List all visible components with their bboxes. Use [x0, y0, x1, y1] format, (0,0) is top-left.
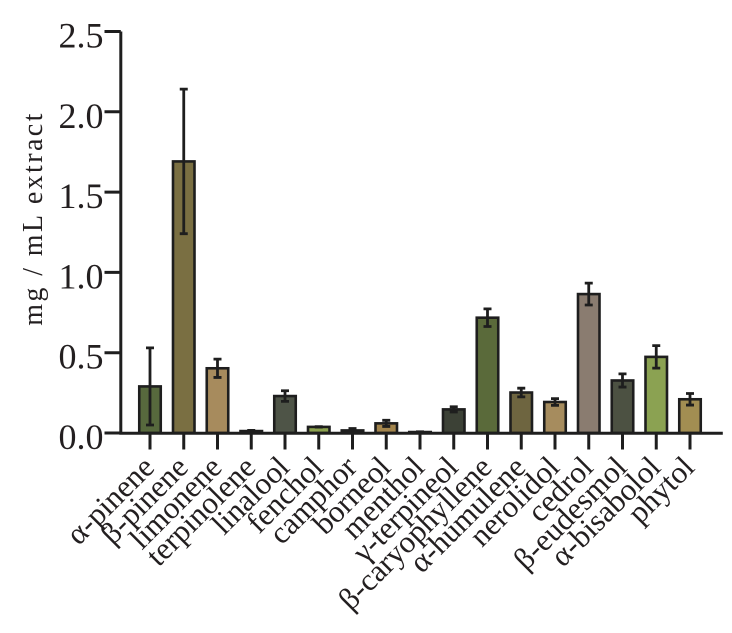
svg-text:0.5: 0.5 [59, 337, 104, 377]
svg-text:2.5: 2.5 [59, 16, 104, 56]
svg-text:1.0: 1.0 [59, 256, 104, 296]
svg-text:1.5: 1.5 [59, 176, 104, 216]
svg-text:0.0: 0.0 [59, 417, 104, 457]
svg-text:2.0: 2.0 [59, 96, 104, 136]
svg-text:mg / mL extract: mg / mL extract [18, 111, 49, 326]
